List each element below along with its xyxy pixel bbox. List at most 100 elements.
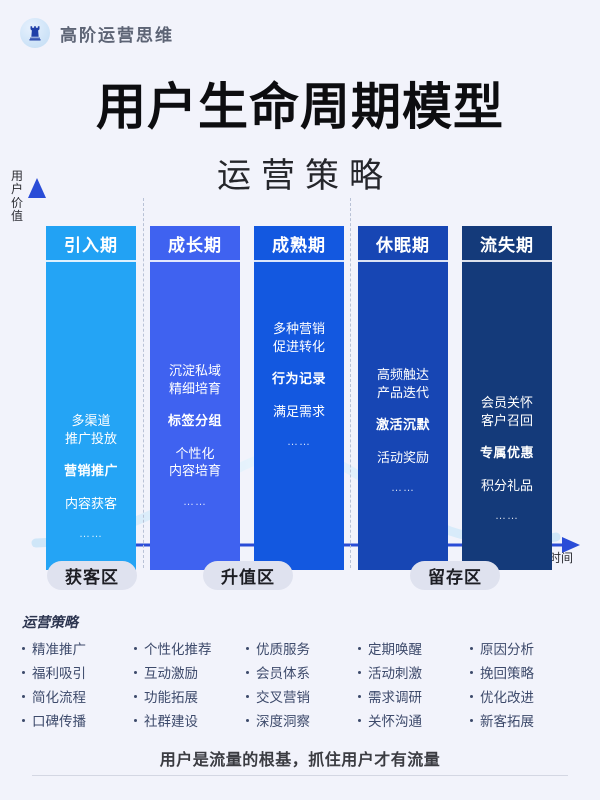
strategy-item: 社群建设: [134, 710, 246, 730]
bullet-icon: [246, 646, 249, 650]
stage-point: 会员关怀: [480, 395, 533, 410]
stage-body: 高频触达产品迭代激活沉默活动奖励 ……: [358, 262, 448, 570]
bullet-icon: [22, 670, 25, 674]
strategy-item-label: 需求调研: [368, 690, 422, 705]
bullet-icon: [358, 718, 361, 722]
strategy-item-label: 新客拓展: [480, 714, 534, 729]
strategy-item-label: 交叉营销: [256, 690, 310, 705]
strategy-item-label: 关怀沟通: [368, 714, 422, 729]
bullet-icon: [358, 670, 361, 674]
footer-slogan: 用户是流量的根基，抓住用户才有流量: [159, 752, 441, 769]
strategy-item: 会员体系: [246, 662, 358, 682]
stage-point: 产品迭代: [376, 384, 429, 400]
bullet-icon: [470, 670, 473, 674]
strategy-item: 优化改进: [470, 686, 582, 706]
strategy-item: 福利吸引: [22, 662, 134, 682]
stage-column-4[interactable]: 休眠期 高频触达 产品迭代 激活沉默 活动奖励 ……: [358, 226, 448, 570]
strategy-item: 原因分析: [470, 638, 582, 658]
zone-badge-2[interactable]: 升值区: [203, 561, 293, 590]
strategy-item: 新客拓展: [470, 710, 582, 730]
stage-point: 客户召回: [480, 412, 533, 428]
strategy-item: 挽回策略: [470, 662, 582, 682]
stage-point: 多渠道: [71, 413, 111, 428]
stage-point: 推广投放: [64, 430, 117, 446]
strategy-item-label: 深度洞察: [256, 714, 310, 729]
strategy-column-4: 定期唤醒活动刺激需求调研关怀沟通: [358, 638, 470, 730]
stage-column-2[interactable]: 成长期沉淀私域精细培育标签分组个性化内容培育 ……: [150, 226, 240, 570]
bullet-icon: [134, 646, 137, 650]
bullet-icon: [22, 646, 25, 650]
stage-point: 专属优惠: [479, 445, 534, 461]
strategy-column-3: 优质服务会员体系交叉营销深度洞察: [246, 638, 358, 730]
stage-point: 沉淀私域: [168, 363, 221, 378]
strategy-item-label: 福利吸引: [32, 666, 86, 681]
bullet-icon: [134, 670, 137, 674]
bullet-icon: [246, 670, 249, 674]
strategy-item-label: 原因分析: [480, 642, 534, 657]
bullet-icon: [22, 694, 25, 698]
stage-point: 高频触达: [376, 367, 429, 382]
strategy-item: 精准推广: [22, 638, 134, 658]
strategy-item: 交叉营销: [246, 686, 358, 706]
strategy-item-label: 优化改进: [480, 690, 534, 705]
strategy-item-label: 挽回策略: [480, 666, 534, 681]
brand-name: 高阶运营思维: [60, 25, 174, 45]
strategy-item-label: 定期唤醒: [368, 642, 422, 657]
bullet-icon: [470, 718, 473, 722]
stage-point: 满足需求: [272, 403, 325, 419]
strategy-item: 优质服务: [246, 638, 358, 658]
stage-point: 内容培育: [168, 463, 221, 479]
stage-point: 标签分组: [167, 413, 222, 429]
stage-header-label: 流失期: [462, 226, 552, 262]
strategy-item: 关怀沟通: [358, 710, 470, 730]
strategy-column-1: 精准推广 福利吸引 简化流程 口碑传播: [22, 638, 134, 730]
stage-point: 内容获客: [64, 495, 117, 511]
stage-point: 个性化: [175, 445, 215, 461]
strategy-title: 运营策略: [22, 614, 78, 630]
y-axis-label: 用户价值: [10, 169, 23, 224]
bullet-icon: [134, 718, 137, 722]
strategy-item: 活动刺激: [358, 662, 470, 682]
strategy-column-2: 个性化推荐 互动激励 功能拓展 社群建设: [134, 638, 246, 730]
stage-body: 多种营销 促进转化 行为记录 满足需求 ……: [254, 262, 344, 570]
strategy-item-label: 社群建设: [144, 714, 198, 729]
zone-divider-1: [143, 198, 144, 568]
strategy-item-label: 互动激励: [144, 666, 198, 681]
bullet-icon: [358, 694, 361, 698]
chess-rook-icon: [20, 18, 50, 48]
stage-ellipsis: ……: [391, 482, 415, 495]
strategy-item-label: 活动刺激: [368, 666, 422, 681]
stage-header-label: 成长期: [150, 226, 240, 262]
bullet-icon: [470, 646, 473, 650]
stage-column-5[interactable]: 流失期会员关怀客户召回专属优惠积分礼品 ……: [462, 226, 552, 570]
stage-ellipsis: ……: [495, 510, 519, 523]
strategy-column-5: 原因分析挽回策略优化改进新客拓展: [470, 638, 582, 730]
strategy-item: 个性化推荐: [134, 638, 246, 658]
strategy-item: 互动激励: [134, 662, 246, 682]
stage-column-1[interactable]: 引入期 多渠道 推广投放 营销推广 内容获客 ……: [46, 226, 136, 570]
page-title: 用户生命周期模型: [96, 79, 504, 135]
stage-ellipsis: ……: [183, 495, 207, 508]
zone-badge-1[interactable]: 获客区: [47, 561, 137, 590]
stage-body: 多渠道 推广投放 营销推广 内容获客 ……: [46, 262, 136, 570]
stage-body: 沉淀私域精细培育标签分组个性化内容培育 ……: [150, 262, 240, 570]
zone-badge-3[interactable]: 留存区: [410, 561, 500, 590]
stage-point: 行为记录: [271, 371, 326, 387]
brand-header: 高阶运营思维: [20, 18, 174, 48]
bullet-icon: [246, 718, 249, 722]
stage-point: 激活沉默: [375, 417, 430, 433]
page-subtitle: 运营策略: [217, 157, 393, 195]
stage-header-label: 成熟期: [254, 226, 344, 262]
strategy-item: 深度洞察: [246, 710, 358, 730]
stage-column-3[interactable]: 成熟期 多种营销 促进转化 行为记录 满足需求 ……: [254, 226, 344, 570]
stage-point: 活动奖励: [376, 449, 429, 465]
strategy-item: 口碑传播: [22, 710, 134, 730]
bullet-icon: [358, 646, 361, 650]
bullet-icon: [246, 694, 249, 698]
stage-point: 积分礼品: [480, 477, 533, 493]
stage-point: 精细培育: [168, 380, 221, 396]
bullet-icon: [22, 718, 25, 722]
strategy-grid: 精准推广 福利吸引 简化流程 口碑传播 个性化推荐 互动激励 功能拓展 社群建设 优质服务 会员体…: [22, 638, 582, 730]
